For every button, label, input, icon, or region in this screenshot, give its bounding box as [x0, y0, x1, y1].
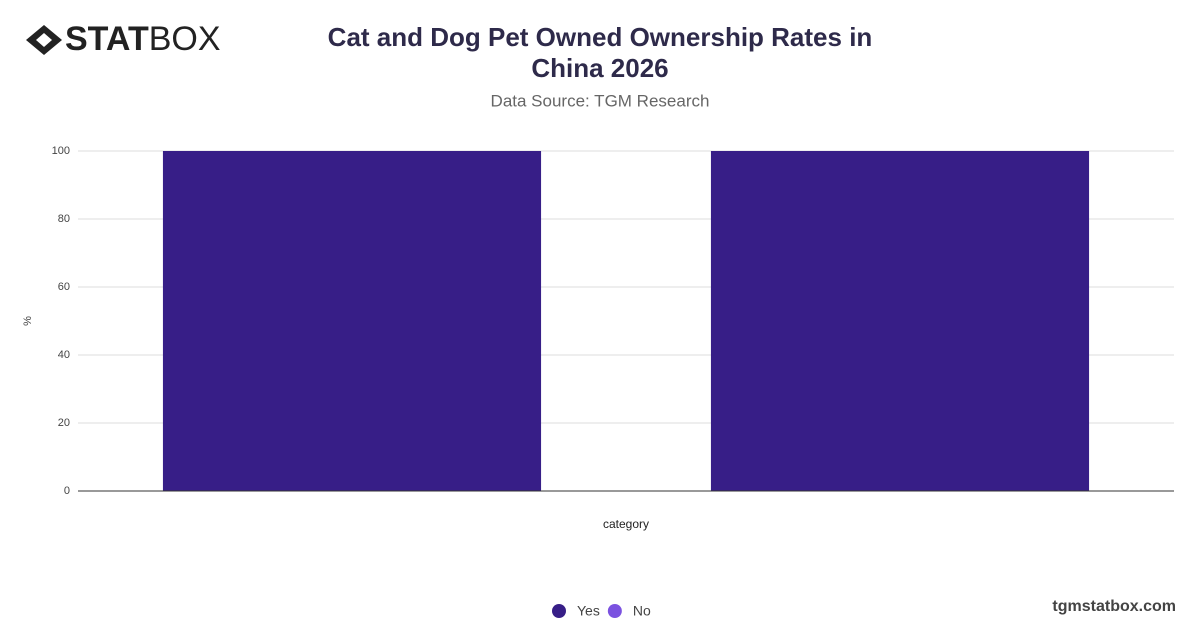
logo-light: BOX [149, 20, 221, 58]
logo-bold: STAT [65, 20, 149, 58]
logo-icon-inner [36, 33, 52, 47]
x-axis-label: category [603, 517, 649, 531]
legend-label: Yes [577, 603, 600, 619]
watermark: tgmstatbox.com [1052, 598, 1176, 615]
y-tick-label: 100 [52, 145, 70, 157]
legend-marker [552, 604, 566, 618]
legend-marker [607, 604, 622, 618]
legend-label: No [633, 603, 651, 619]
bar [162, 151, 542, 491]
y-axis-label: % [22, 316, 34, 326]
y-tick-label: 0 [64, 485, 70, 497]
chart-subtitle: Data Source: TGM Research [491, 91, 710, 110]
y-tick-label: 40 [58, 349, 70, 361]
y-tick-label: 60 [58, 281, 70, 293]
bar [710, 151, 1090, 491]
logo: STATBOX [26, 20, 221, 58]
y-tick-label: 80 [58, 213, 70, 225]
chart-title: Cat and Dog Pet Owned Ownership Rates in… [327, 22, 873, 83]
y-tick-label: 20 [58, 417, 70, 429]
logo-text: STATBOX [65, 20, 221, 58]
